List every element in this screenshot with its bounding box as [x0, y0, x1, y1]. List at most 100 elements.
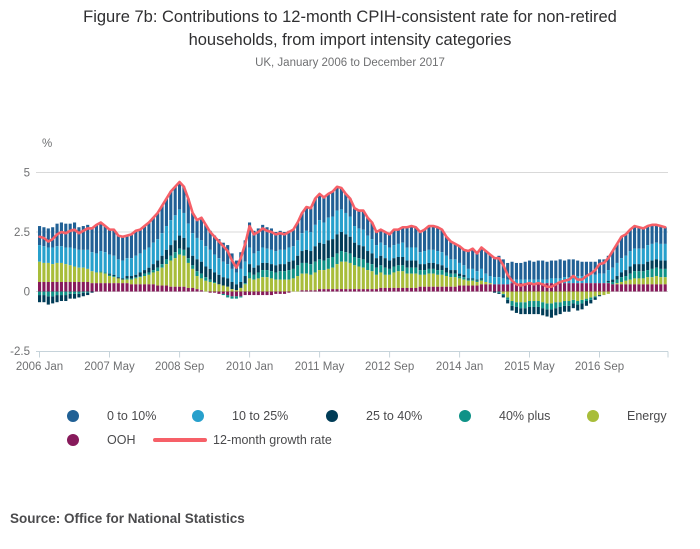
bar-segment: [125, 279, 129, 284]
bar-segment: [318, 242, 322, 260]
bar-segment: [484, 251, 488, 274]
bar-segment: [151, 284, 155, 292]
bar-segment: [331, 239, 335, 257]
bar-segment: [182, 286, 186, 292]
bar-segment: [304, 262, 308, 274]
bar-segment: [453, 286, 457, 292]
bar-segment: [55, 291, 59, 296]
bar-segment: [248, 272, 252, 279]
bar-segment: [204, 224, 208, 247]
growth-rate-line: [38, 180, 667, 289]
bar-segment: [374, 258, 378, 268]
bar-segment: [484, 284, 488, 292]
bar-segment: [528, 291, 532, 302]
bar-segment: [121, 283, 125, 292]
bar-segment: [497, 277, 501, 285]
bar-segment: [108, 229, 112, 255]
bar-segment: [624, 255, 628, 271]
legend-label: OOH: [107, 433, 136, 447]
bar-segment: [619, 277, 623, 282]
bar-segment: [169, 191, 173, 221]
bar-segment: [243, 284, 247, 292]
bar-segment: [230, 289, 234, 292]
bar-segment: [64, 264, 68, 282]
x-tick-label: 2006 Jan: [16, 361, 63, 373]
bar-segment: [318, 220, 322, 243]
bar-segment: [567, 301, 571, 306]
bar-segment: [112, 276, 116, 278]
bar-segment: [309, 274, 313, 291]
bar-segment: [541, 283, 545, 292]
bar-segment: [554, 283, 558, 292]
bar-segment: [112, 255, 116, 275]
bar-segment: [239, 268, 243, 282]
bar-segment: [265, 248, 269, 263]
bar-segment: [160, 264, 164, 268]
bar-segment: [309, 251, 313, 265]
bar-segment: [641, 271, 645, 279]
bar-segment: [423, 229, 427, 252]
bar-segment: [541, 308, 545, 316]
bar-segment: [256, 278, 260, 292]
bar-segment: [46, 281, 50, 292]
bar-segment: [248, 247, 252, 265]
bar-segment: [589, 261, 593, 275]
bar-segment: [427, 268, 431, 274]
bar-segment: [501, 295, 505, 298]
bar-segment: [357, 289, 361, 292]
bar-segment: [252, 291, 256, 296]
bar-segment: [646, 245, 650, 262]
bar-segment: [471, 285, 475, 292]
bar-segment: [584, 276, 588, 284]
bar-segment: [436, 227, 440, 252]
bar-segment: [309, 290, 313, 292]
bar-segment: [55, 262, 59, 282]
bar-segment: [628, 279, 632, 285]
bar-segment: [370, 239, 374, 254]
bar-segment: [38, 295, 42, 303]
bar-segment: [195, 276, 199, 290]
bar-segment: [46, 228, 50, 248]
bar-segment: [304, 207, 308, 231]
bar-segment: [458, 246, 462, 263]
bar-segment: [234, 272, 238, 285]
bar-segment: [423, 264, 427, 271]
bar-segment: [81, 226, 85, 250]
bar-segment: [659, 226, 663, 244]
bar-segment: [366, 251, 370, 263]
bar-segment: [217, 274, 221, 285]
bar-segment: [265, 270, 269, 278]
bar-segment: [173, 252, 177, 259]
bar-segment: [121, 279, 125, 284]
bar-segment: [138, 229, 142, 254]
bar-segment: [611, 251, 615, 268]
bar-segment: [353, 208, 357, 227]
bar-segment: [261, 291, 265, 296]
bar-segment: [409, 226, 413, 248]
bar-segment: [619, 258, 623, 273]
bar-segment: [475, 271, 479, 280]
bar-segment: [173, 240, 177, 253]
bar-segment: [405, 267, 409, 274]
bar-segment: [129, 279, 133, 285]
bar-segment: [331, 191, 335, 217]
bar-segment: [64, 223, 68, 248]
bar-segment: [641, 284, 645, 292]
bar-segment: [46, 291, 50, 297]
bar-segment: [453, 243, 457, 260]
bar-segment: [388, 234, 392, 248]
bar-segment: [143, 276, 147, 285]
bar-segment: [103, 252, 107, 273]
bar-segment: [112, 283, 116, 292]
bar-segment: [475, 253, 479, 272]
bar-segment: [388, 268, 392, 275]
bar-segment: [458, 276, 462, 279]
bar-segment: [318, 193, 322, 221]
bar-segment: [576, 260, 580, 277]
bar-segment: [479, 268, 483, 279]
bar-segment: [536, 306, 540, 315]
legend-label: 10 to 25%: [232, 409, 289, 423]
bar-segment: [335, 210, 339, 235]
bar-segment: [173, 215, 177, 241]
bar-segment: [510, 261, 514, 280]
